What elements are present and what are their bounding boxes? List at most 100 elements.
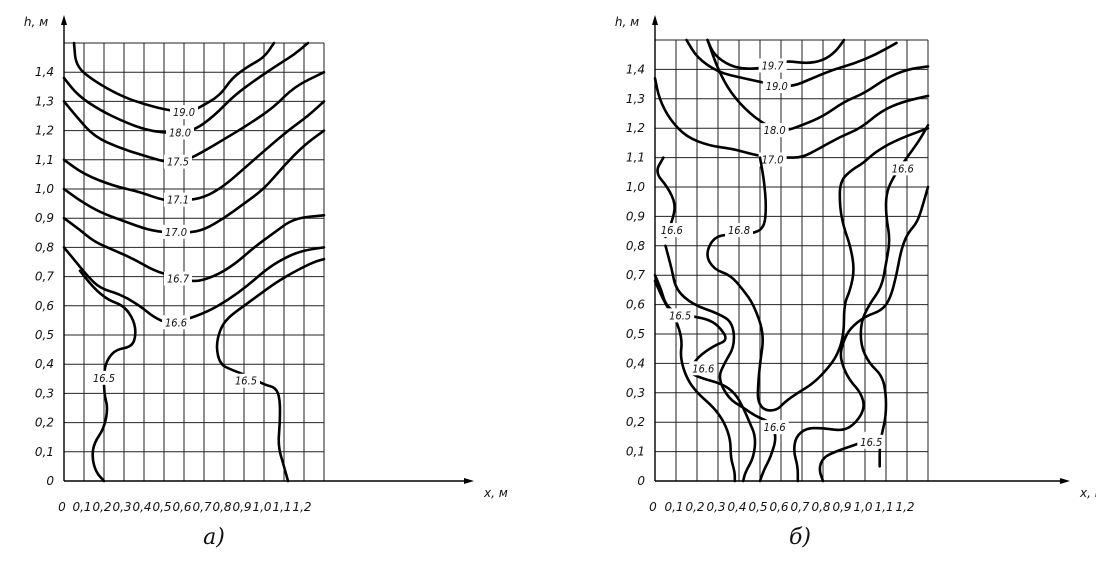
isoline: [706, 38, 930, 132]
isoline-label: 16.6: [764, 421, 786, 434]
x-axis-title: x, м: [1079, 486, 1096, 500]
isoline-label: 19.7: [762, 59, 785, 72]
isoline-label: 19.0: [173, 106, 195, 119]
y-tick-label: 0,9: [626, 209, 645, 223]
y-tick-label: 0,3: [35, 386, 54, 400]
isoline-label: 18.0: [169, 127, 191, 140]
isoline: [62, 100, 326, 202]
x-tick-label: 0,4: [727, 500, 746, 514]
x-axis-title: x, м: [483, 486, 508, 500]
x-tick-label: 0,1: [72, 500, 91, 514]
isoline: [215, 257, 326, 483]
y-tick-label: 0,8: [35, 240, 54, 254]
isoline-label: 16.5: [93, 372, 115, 385]
x-tick-label: 0,5: [152, 500, 171, 514]
y-tick-label: 1,4: [626, 62, 645, 76]
isoline-label: 16.8: [728, 224, 750, 237]
isoline: [859, 123, 930, 468]
y-tick-label: 0: [637, 474, 645, 488]
isoline-label-bg: [164, 271, 192, 286]
isoline: [78, 269, 137, 483]
isoline-label-bg: [657, 223, 686, 238]
y-tick-label: 0,7: [626, 268, 645, 282]
x-tick-label: 0,3: [706, 500, 725, 514]
x-tick-label: 0,7: [192, 500, 211, 514]
y-tick-label: 1,2: [35, 124, 54, 138]
x-tick-label: 0,3: [112, 500, 131, 514]
x-tick-label: 1,2: [895, 500, 914, 514]
y-tick-label: 1,4: [35, 65, 54, 79]
isoline: [62, 213, 326, 283]
y-tick-label: 0,1: [35, 445, 54, 459]
isoline-label: 17.0: [165, 226, 187, 239]
y-tick-label: 0,4: [35, 357, 54, 371]
y-tick-label: 0,6: [626, 298, 645, 312]
panel-label: б): [789, 525, 811, 550]
isoline-label: 16.7: [167, 273, 190, 286]
y-tick-label: 0,2: [35, 416, 54, 430]
panel-b: 00,10,20,30,40,50,60,70,80,91,01,11,21,3…: [615, 15, 1096, 550]
y-tick-label: 0,9: [35, 211, 54, 225]
isoline-label-bg: [725, 223, 753, 238]
y-tick-label: 0,5: [626, 327, 645, 341]
x-axis-arrow-icon: [1060, 478, 1070, 484]
x-tick-label: 0,5: [748, 500, 767, 514]
isoline-label-bg: [758, 152, 787, 167]
isoline-label: 19.0: [766, 80, 788, 93]
isoline-label-bg: [689, 361, 718, 376]
y-tick-label: 1,0: [626, 180, 645, 194]
x-tick-label: 1,1: [874, 500, 893, 514]
isoline-label-bg: [164, 192, 192, 207]
isoline-label-bg: [232, 373, 260, 388]
x-tick-label: 0,6: [172, 500, 191, 514]
panel-a: 00,10,20,30,40,50,60,70,80,91,01,11,21,3…: [24, 15, 508, 550]
isoline: [653, 273, 757, 483]
panel-label: а): [203, 525, 225, 550]
isoline: [706, 126, 930, 412]
isoline-label: 16.6: [165, 316, 187, 329]
isoline-label: 16.5: [235, 375, 257, 388]
isoline-label-bg: [760, 123, 789, 138]
y-tick-label: 0,4: [626, 356, 645, 370]
isoline: [656, 156, 676, 239]
x-tick-label: 1,0: [853, 500, 872, 514]
isoline-label: 16.6: [692, 362, 714, 375]
y-tick-label: 0,2: [626, 415, 645, 429]
isoline-label-bg: [857, 434, 886, 449]
y-axis-arrow-icon: [61, 15, 67, 25]
isoline-label: 16.6: [892, 162, 914, 175]
y-tick-label: 0,1: [626, 445, 645, 459]
x-tick-label: 0,4: [132, 500, 151, 514]
isoline-label-bg: [170, 105, 198, 120]
isoline-label-bg: [164, 154, 192, 169]
y-tick-label: 1,1: [35, 153, 54, 167]
x-tick-label: 0,1: [664, 500, 683, 514]
x-tick-label: 1,2: [292, 500, 311, 514]
isoline-label-bg: [166, 125, 194, 140]
y-tick-label: 0,8: [626, 239, 645, 253]
y-tick-label: 1,0: [35, 182, 54, 196]
y-tick-label: 0,7: [35, 270, 54, 284]
x-tick-label: 1,0: [252, 500, 271, 514]
isoline-label: 16.5: [860, 436, 882, 449]
isoline-label-bg: [666, 308, 695, 323]
y-tick-label: 0,6: [35, 299, 54, 313]
y-tick-label: 0,5: [35, 328, 54, 342]
isoline-label: 17.1: [167, 194, 189, 207]
isolines: 19.7 19.0 18.0 17.0 16.8 16.6 16.6 16.5 16.5 16.6…: [653, 38, 930, 483]
isoline-label-bg: [760, 420, 789, 435]
x-tick-label: 0,2: [92, 500, 111, 514]
isoline-label-bg: [90, 370, 118, 385]
x-tick-label: 0,7: [790, 500, 809, 514]
x-tick-label: 0,6: [769, 500, 788, 514]
isoline: [62, 41, 310, 135]
isoline-label-bg: [762, 79, 791, 94]
grid: [63, 42, 325, 482]
isoline-label: 17.5: [167, 156, 189, 169]
isoline-label-bg: [162, 224, 190, 239]
isoline-label: 16.6: [661, 224, 683, 237]
y-axis-title: h, м: [615, 15, 639, 29]
x-tick-label: 1,1: [272, 500, 291, 514]
isoline-label: 17.0: [762, 154, 784, 167]
